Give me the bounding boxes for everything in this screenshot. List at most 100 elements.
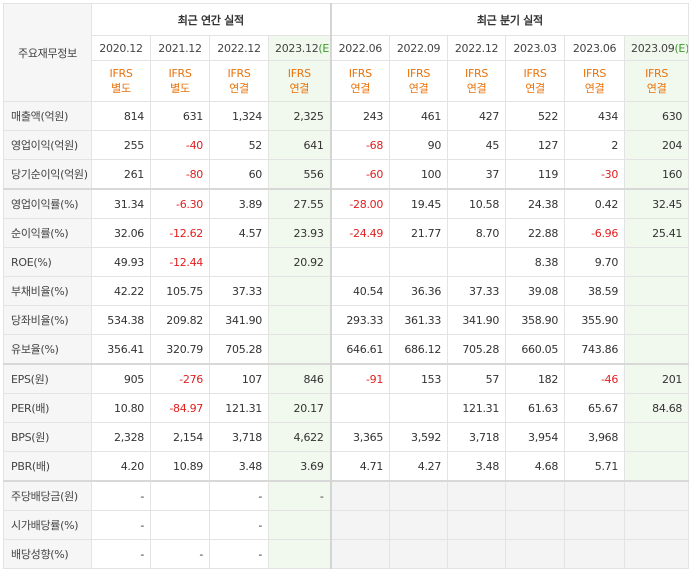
cell bbox=[267, 510, 332, 540]
cell bbox=[267, 539, 332, 569]
row-label: 영업이익률(%) bbox=[3, 188, 92, 219]
cell: 65.67 bbox=[564, 393, 626, 423]
cell: 121.31 bbox=[447, 393, 507, 423]
cell: 2,154 bbox=[150, 422, 210, 452]
cell bbox=[624, 422, 690, 452]
cell: 201 bbox=[624, 363, 690, 394]
period-header: 2022.06 bbox=[329, 35, 391, 61]
cell: 10.89 bbox=[150, 451, 210, 482]
cell: 42.22 bbox=[91, 276, 151, 306]
cell: 4.20 bbox=[91, 451, 151, 482]
cell: - bbox=[91, 539, 151, 569]
period-header: 2023.09(E) bbox=[624, 35, 690, 61]
cell bbox=[150, 510, 210, 540]
cell: 630 bbox=[624, 101, 690, 131]
cell: 20.92 bbox=[267, 247, 332, 277]
cell bbox=[329, 393, 391, 423]
cell: -80 bbox=[150, 159, 210, 190]
cell: 3.89 bbox=[209, 188, 269, 219]
cell: 37.33 bbox=[447, 276, 507, 306]
period-header: 2023.12(E) bbox=[267, 35, 332, 61]
row-label: 순이익률(%) bbox=[3, 218, 92, 248]
row-label: 부채비율(%) bbox=[3, 276, 92, 306]
period: 2023.12 bbox=[275, 41, 319, 55]
table-row: ROE(%) 49.93 -12.44 20.92 8.38 9.70 bbox=[3, 247, 690, 277]
cell: 905 bbox=[91, 363, 151, 394]
cell: 19.45 bbox=[389, 188, 449, 219]
cell: 243 bbox=[329, 101, 391, 131]
cell: - bbox=[267, 480, 332, 511]
cell: 40.54 bbox=[329, 276, 391, 306]
period: 2022.06 bbox=[338, 41, 383, 55]
ifrs-header: IFRS 연결 bbox=[389, 60, 449, 102]
cell: 631 bbox=[150, 101, 210, 131]
cell bbox=[505, 480, 566, 511]
cell: 434 bbox=[564, 101, 626, 131]
cell: 49.93 bbox=[91, 247, 151, 277]
cell: - bbox=[209, 480, 269, 511]
basis: 연결 bbox=[646, 82, 667, 95]
cell: - bbox=[209, 510, 269, 540]
basis: 연결 bbox=[584, 82, 605, 95]
table-row: 당기순이익(억원) 261 -80 60 556 -60 100 37 119 -30 160 bbox=[3, 159, 690, 190]
group-header: 최근 연간 실적 bbox=[90, 3, 332, 36]
table-row: 매출액(억원) 814 631 1,324 2,325 243 461 427 522 434 63… bbox=[3, 101, 690, 131]
cell: 646.61 bbox=[329, 334, 391, 365]
row-label: 배당성향(%) bbox=[3, 539, 92, 569]
cell: 107 bbox=[209, 363, 269, 394]
cell: -24.49 bbox=[329, 218, 391, 248]
cell: 641 bbox=[267, 130, 332, 160]
cell: 522 bbox=[505, 101, 566, 131]
period: 2022.12 bbox=[217, 41, 261, 55]
period-header: 2023.03 bbox=[505, 35, 566, 61]
cell: 3.48 bbox=[209, 451, 269, 482]
period-header: 2022.09 bbox=[389, 35, 449, 61]
table-row: PBR(배) 4.20 10.89 3.48 3.69 4.71 4.27 3.48 4.68 5… bbox=[3, 451, 690, 482]
estimate-mark: (E) bbox=[674, 41, 689, 55]
cell bbox=[624, 334, 690, 365]
cell bbox=[624, 539, 690, 569]
cell: 356.41 bbox=[91, 334, 151, 365]
cell: 358.90 bbox=[505, 305, 566, 335]
cell: 52 bbox=[209, 130, 269, 160]
estimate-mark: (E) bbox=[318, 41, 330, 55]
period: 2022.12 bbox=[454, 41, 499, 55]
standard: IFRS bbox=[109, 67, 133, 80]
cell: 2 bbox=[564, 130, 626, 160]
standard: IFRS bbox=[287, 67, 311, 80]
cell: 61.63 bbox=[505, 393, 566, 423]
cell: 341.90 bbox=[209, 305, 269, 335]
table-row: 배당성향(%) - - - bbox=[3, 539, 690, 569]
row-label: 유보율(%) bbox=[3, 334, 92, 365]
cell: 461 bbox=[389, 101, 449, 131]
period-header: 2021.12 bbox=[150, 35, 210, 61]
cell: 3,954 bbox=[505, 422, 566, 452]
basis: 연결 bbox=[525, 82, 545, 95]
cell bbox=[564, 539, 626, 569]
cell: 32.45 bbox=[624, 188, 690, 219]
cell: 127 bbox=[505, 130, 566, 160]
cell: -30 bbox=[564, 159, 626, 190]
cell: -28.00 bbox=[329, 188, 391, 219]
cell: 153 bbox=[389, 363, 449, 394]
basis: 연결 bbox=[350, 82, 371, 95]
row-label: BPS(원) bbox=[3, 422, 92, 452]
cell: 3,718 bbox=[447, 422, 507, 452]
cell: 37 bbox=[447, 159, 507, 190]
cell: -40 bbox=[150, 130, 210, 160]
cell: 84.68 bbox=[624, 393, 690, 423]
cell: 556 bbox=[267, 159, 332, 190]
table-row: 영업이익률(%) 31.34 -6.30 3.89 27.55 -28.00 19.45 10… bbox=[3, 188, 690, 219]
cell bbox=[564, 480, 626, 511]
basis: 별도 bbox=[170, 82, 190, 95]
group-header: 최근 분기 실적 bbox=[329, 3, 690, 36]
table-row: 부채비율(%) 42.22 105.75 37.33 40.54 36.36 37.33 39… bbox=[3, 276, 690, 306]
period-header: 2023.06 bbox=[564, 35, 626, 61]
cell: - bbox=[209, 539, 269, 569]
cell: 45 bbox=[447, 130, 507, 160]
cell bbox=[624, 451, 690, 482]
corner-header: 주요재무정보 bbox=[3, 3, 92, 102]
cell: 4.27 bbox=[389, 451, 449, 482]
cell: 38.59 bbox=[564, 276, 626, 306]
cell: 361.33 bbox=[389, 305, 449, 335]
